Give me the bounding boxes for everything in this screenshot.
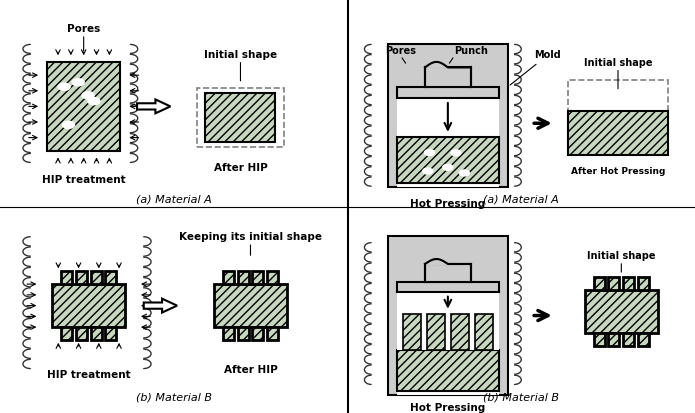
Text: Pores: Pores [67,24,100,34]
Text: (a) Material A: (a) Material A [484,195,559,204]
Bar [206,93,275,142]
Text: Hot Pressing: Hot Pressing [410,199,486,209]
Bar [47,62,120,151]
Bar [52,284,125,328]
Text: (b) Material B: (b) Material B [483,393,559,403]
Bar [267,328,278,340]
Bar [214,284,287,328]
Bar [402,313,421,350]
Bar [638,333,649,346]
Bar [252,328,263,340]
Bar [397,282,498,292]
Bar [425,67,471,87]
Bar [427,313,445,350]
Bar [594,277,605,290]
Bar [267,271,278,284]
Circle shape [451,150,461,156]
Text: Initial shape: Initial shape [584,58,652,68]
Circle shape [425,150,434,155]
Text: HIP treatment: HIP treatment [47,370,131,380]
Bar [388,44,508,187]
Bar [252,271,263,284]
Bar [397,313,498,350]
Bar [223,328,234,340]
Bar [238,271,249,284]
Text: After HIP: After HIP [224,365,277,375]
Bar [568,112,668,155]
Text: After HIP: After HIP [213,163,268,173]
Bar [450,313,469,350]
Bar [90,271,101,284]
Circle shape [82,92,94,99]
Bar [197,88,284,147]
Circle shape [423,168,433,174]
Bar [397,87,498,98]
Bar [388,236,508,395]
Text: Hot Pressing: Hot Pressing [410,403,486,413]
Bar [90,328,101,340]
Bar [594,333,605,346]
Bar [568,80,668,135]
Bar [223,271,234,284]
Circle shape [58,83,70,90]
Bar [397,137,498,183]
Text: HIP treatment: HIP treatment [42,175,126,185]
Text: (a) Material A: (a) Material A [136,195,211,204]
Bar [584,290,658,333]
Bar [623,277,634,290]
Bar [76,271,87,284]
Text: Initial shape: Initial shape [587,251,655,261]
Bar [76,328,87,340]
Bar [425,264,471,282]
Text: Punch: Punch [455,45,489,56]
Text: After Hot Pressing: After Hot Pressing [571,167,665,176]
Bar [475,313,493,350]
Bar [609,333,619,346]
Polygon shape [137,100,170,113]
Circle shape [459,170,469,176]
Bar [397,292,498,395]
Bar [609,277,619,290]
Bar [623,333,634,346]
Bar [61,328,72,340]
Circle shape [443,164,452,170]
Text: Mold: Mold [510,50,562,85]
Bar [61,271,72,284]
Text: Initial shape: Initial shape [204,50,277,60]
Text: Keeping its initial shape: Keeping its initial shape [179,232,322,242]
Circle shape [63,121,74,128]
Bar [105,271,116,284]
Bar [105,328,116,340]
Text: (b) Material B: (b) Material B [136,393,212,403]
Bar [397,350,498,391]
Circle shape [72,79,84,86]
Text: Pores: Pores [385,45,416,56]
Circle shape [88,97,100,104]
Bar [397,98,498,187]
Bar [238,328,249,340]
Polygon shape [144,299,177,313]
Bar [638,277,649,290]
